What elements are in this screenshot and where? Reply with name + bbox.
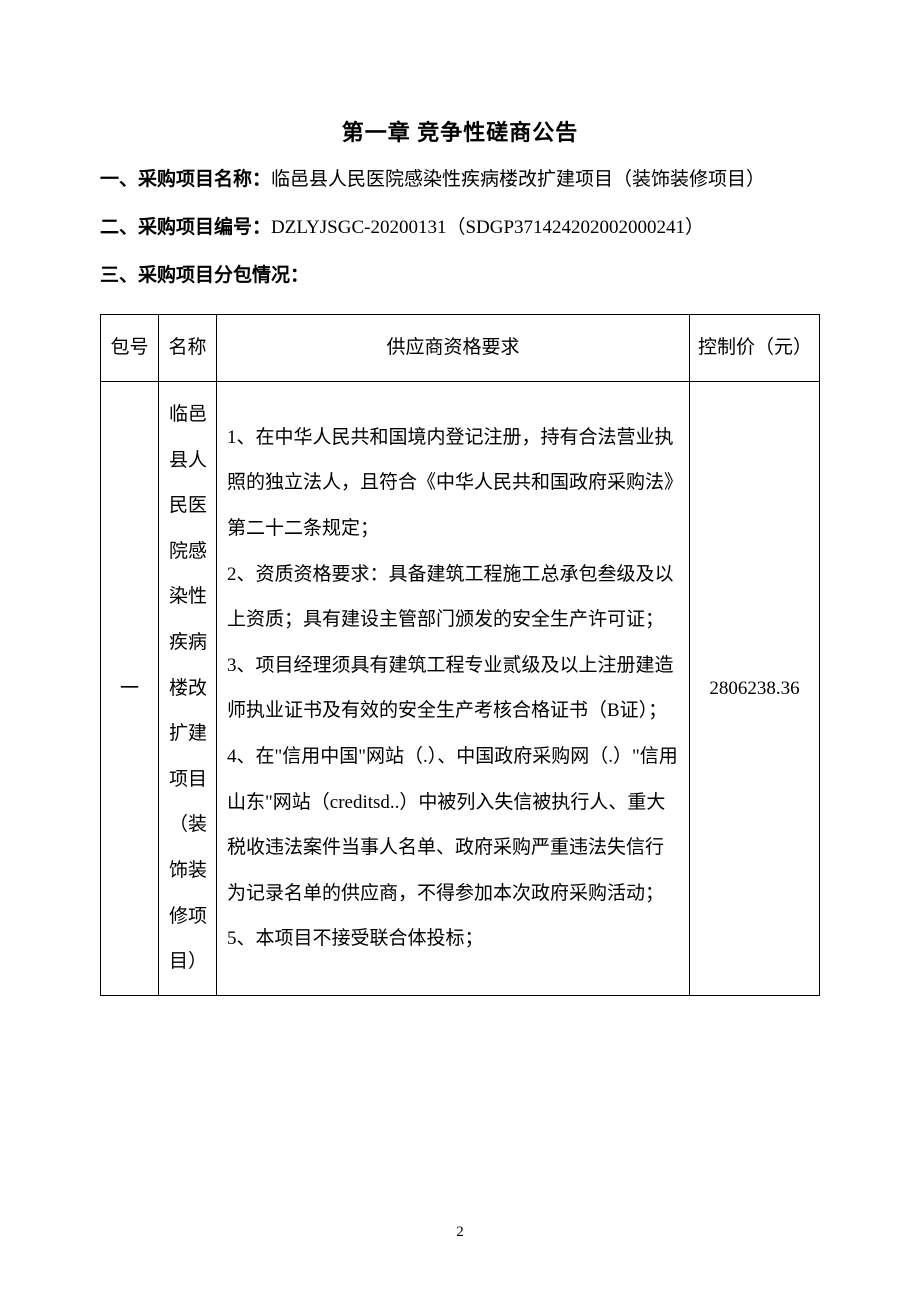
req-line: 5、本项目不接受联合体投标；: [227, 916, 681, 962]
section1-label: 一、采购项目名称：: [100, 169, 271, 190]
section-project-name: 一、采购项目名称：临邑县人民医院感染性疾病楼改扩建项目（装饰装修项目）: [100, 159, 820, 201]
page-number: 2: [0, 1224, 920, 1241]
section2-content: DZLYJSGC-20200131（SDGP371424202002000241…: [271, 217, 704, 238]
req-line: 4、在"信用中国"网站（.）、中国政府采购网（.）"信用山东"网站（credit…: [227, 734, 681, 916]
chapter-title: 第一章 竞争性磋商公告: [100, 115, 820, 147]
cell-name: 临邑县人民医院感染性疾病楼改扩建项目（装饰装修项目）: [159, 381, 217, 995]
table-header-row: 包号 名称 供应商资格要求 控制价（元）: [101, 315, 820, 382]
req-line: 1、在中华人民共和国境内登记注册，持有合法营业执照的独立法人，且符合《中华人民共…: [227, 415, 681, 552]
header-req: 供应商资格要求: [217, 315, 690, 382]
cell-req: 1、在中华人民共和国境内登记注册，持有合法营业执照的独立法人，且符合《中华人民共…: [217, 381, 690, 995]
section3-label: 三、采购项目分包情况：: [100, 265, 309, 286]
section-package-info: 三、采购项目分包情况：: [100, 255, 820, 297]
header-name: 名称: [159, 315, 217, 382]
section-project-number: 二、采购项目编号：DZLYJSGC-20200131（SDGP371424202…: [100, 207, 820, 249]
req-line: 2、资质资格要求：具备建筑工程施工总承包叁级及以上资质；具有建设主管部门颁发的安…: [227, 552, 681, 643]
cell-pkg: 一: [101, 381, 159, 995]
header-price: 控制价（元）: [690, 315, 820, 382]
header-pkg: 包号: [101, 315, 159, 382]
package-table-container: 包号 名称 供应商资格要求 控制价（元） 一 临邑县人民医院感染性疾病楼改扩建项…: [100, 314, 820, 995]
cell-price: 2806238.36: [690, 381, 820, 995]
package-table: 包号 名称 供应商资格要求 控制价（元） 一 临邑县人民医院感染性疾病楼改扩建项…: [100, 314, 820, 995]
table-row: 一 临邑县人民医院感染性疾病楼改扩建项目（装饰装修项目） 1、在中华人民共和国境…: [101, 381, 820, 995]
req-line: 3、项目经理须具有建筑工程专业贰级及以上注册建造师执业证书及有效的安全生产考核合…: [227, 643, 681, 734]
section1-content: 临邑县人民医院感染性疾病楼改扩建项目（装饰装修项目）: [271, 169, 765, 190]
section2-label: 二、采购项目编号：: [100, 217, 271, 238]
